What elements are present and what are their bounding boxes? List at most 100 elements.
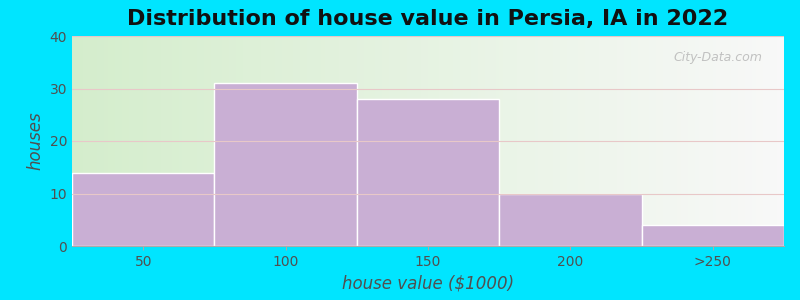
Bar bbox=[438, 36, 442, 246]
Bar bbox=[275, 36, 278, 246]
Bar bbox=[659, 36, 663, 246]
Bar bbox=[107, 36, 111, 246]
Bar bbox=[649, 36, 652, 246]
Bar bbox=[578, 36, 581, 246]
Bar bbox=[332, 36, 335, 246]
Bar bbox=[318, 36, 321, 246]
Bar bbox=[75, 36, 79, 246]
Bar bbox=[713, 36, 716, 246]
Bar bbox=[592, 36, 595, 246]
Bar bbox=[496, 36, 499, 246]
Bar bbox=[307, 36, 310, 246]
Bar bbox=[136, 36, 140, 246]
Bar bbox=[734, 36, 738, 246]
Bar bbox=[214, 36, 218, 246]
Bar bbox=[642, 225, 784, 246]
Bar bbox=[146, 36, 150, 246]
Bar bbox=[585, 36, 588, 246]
Bar bbox=[524, 36, 528, 246]
Bar bbox=[154, 36, 158, 246]
Bar bbox=[371, 36, 374, 246]
Bar bbox=[207, 36, 211, 246]
Bar bbox=[243, 36, 246, 246]
Bar bbox=[681, 36, 684, 246]
Bar bbox=[777, 36, 781, 246]
Bar bbox=[482, 36, 485, 246]
Bar bbox=[474, 36, 478, 246]
Bar bbox=[193, 36, 197, 246]
Bar bbox=[236, 36, 239, 246]
Bar bbox=[126, 36, 129, 246]
Bar bbox=[261, 36, 264, 246]
Bar bbox=[282, 36, 286, 246]
Bar bbox=[328, 36, 332, 246]
Bar bbox=[531, 36, 534, 246]
Bar bbox=[431, 36, 435, 246]
Bar bbox=[357, 36, 360, 246]
Bar bbox=[158, 36, 161, 246]
Bar bbox=[563, 36, 567, 246]
Bar bbox=[627, 36, 631, 246]
Bar bbox=[599, 36, 602, 246]
Bar bbox=[314, 36, 318, 246]
Bar bbox=[406, 36, 410, 246]
Bar bbox=[467, 36, 470, 246]
Bar bbox=[72, 36, 75, 246]
Bar bbox=[396, 36, 399, 246]
Bar bbox=[211, 36, 214, 246]
Bar bbox=[534, 36, 538, 246]
Bar bbox=[182, 36, 186, 246]
Bar bbox=[354, 36, 357, 246]
Bar bbox=[425, 36, 428, 246]
Bar bbox=[278, 36, 282, 246]
Bar bbox=[339, 36, 342, 246]
Bar bbox=[418, 36, 421, 246]
Bar bbox=[514, 36, 517, 246]
Bar bbox=[698, 36, 702, 246]
Bar bbox=[335, 36, 339, 246]
Bar bbox=[499, 36, 502, 246]
Bar bbox=[570, 36, 574, 246]
Bar bbox=[72, 172, 214, 246]
Bar bbox=[114, 36, 118, 246]
Bar bbox=[239, 36, 243, 246]
Bar bbox=[161, 36, 165, 246]
Bar bbox=[300, 36, 303, 246]
Bar bbox=[755, 36, 759, 246]
Bar bbox=[378, 36, 382, 246]
Bar bbox=[246, 36, 250, 246]
Bar bbox=[453, 36, 457, 246]
Bar bbox=[502, 36, 506, 246]
Bar bbox=[229, 36, 232, 246]
Bar bbox=[225, 36, 229, 246]
Bar bbox=[446, 36, 450, 246]
Bar bbox=[414, 36, 418, 246]
Bar bbox=[303, 36, 307, 246]
Bar bbox=[588, 36, 592, 246]
Bar bbox=[86, 36, 90, 246]
Bar bbox=[770, 36, 774, 246]
Bar bbox=[382, 36, 386, 246]
Bar bbox=[104, 36, 107, 246]
Bar bbox=[684, 36, 688, 246]
Bar bbox=[165, 36, 168, 246]
Bar bbox=[122, 36, 126, 246]
Bar bbox=[175, 36, 179, 246]
Bar bbox=[574, 36, 578, 246]
Bar bbox=[90, 36, 94, 246]
Bar bbox=[133, 36, 136, 246]
Bar bbox=[399, 36, 403, 246]
Bar bbox=[168, 36, 172, 246]
Bar bbox=[774, 36, 777, 246]
Bar bbox=[499, 194, 642, 246]
Bar bbox=[720, 36, 723, 246]
Bar bbox=[421, 36, 425, 246]
Bar bbox=[101, 36, 104, 246]
Bar bbox=[542, 36, 546, 246]
Bar bbox=[97, 36, 101, 246]
Bar bbox=[602, 36, 606, 246]
Bar bbox=[663, 36, 666, 246]
Bar bbox=[631, 36, 634, 246]
Bar bbox=[435, 36, 438, 246]
Bar bbox=[670, 36, 674, 246]
